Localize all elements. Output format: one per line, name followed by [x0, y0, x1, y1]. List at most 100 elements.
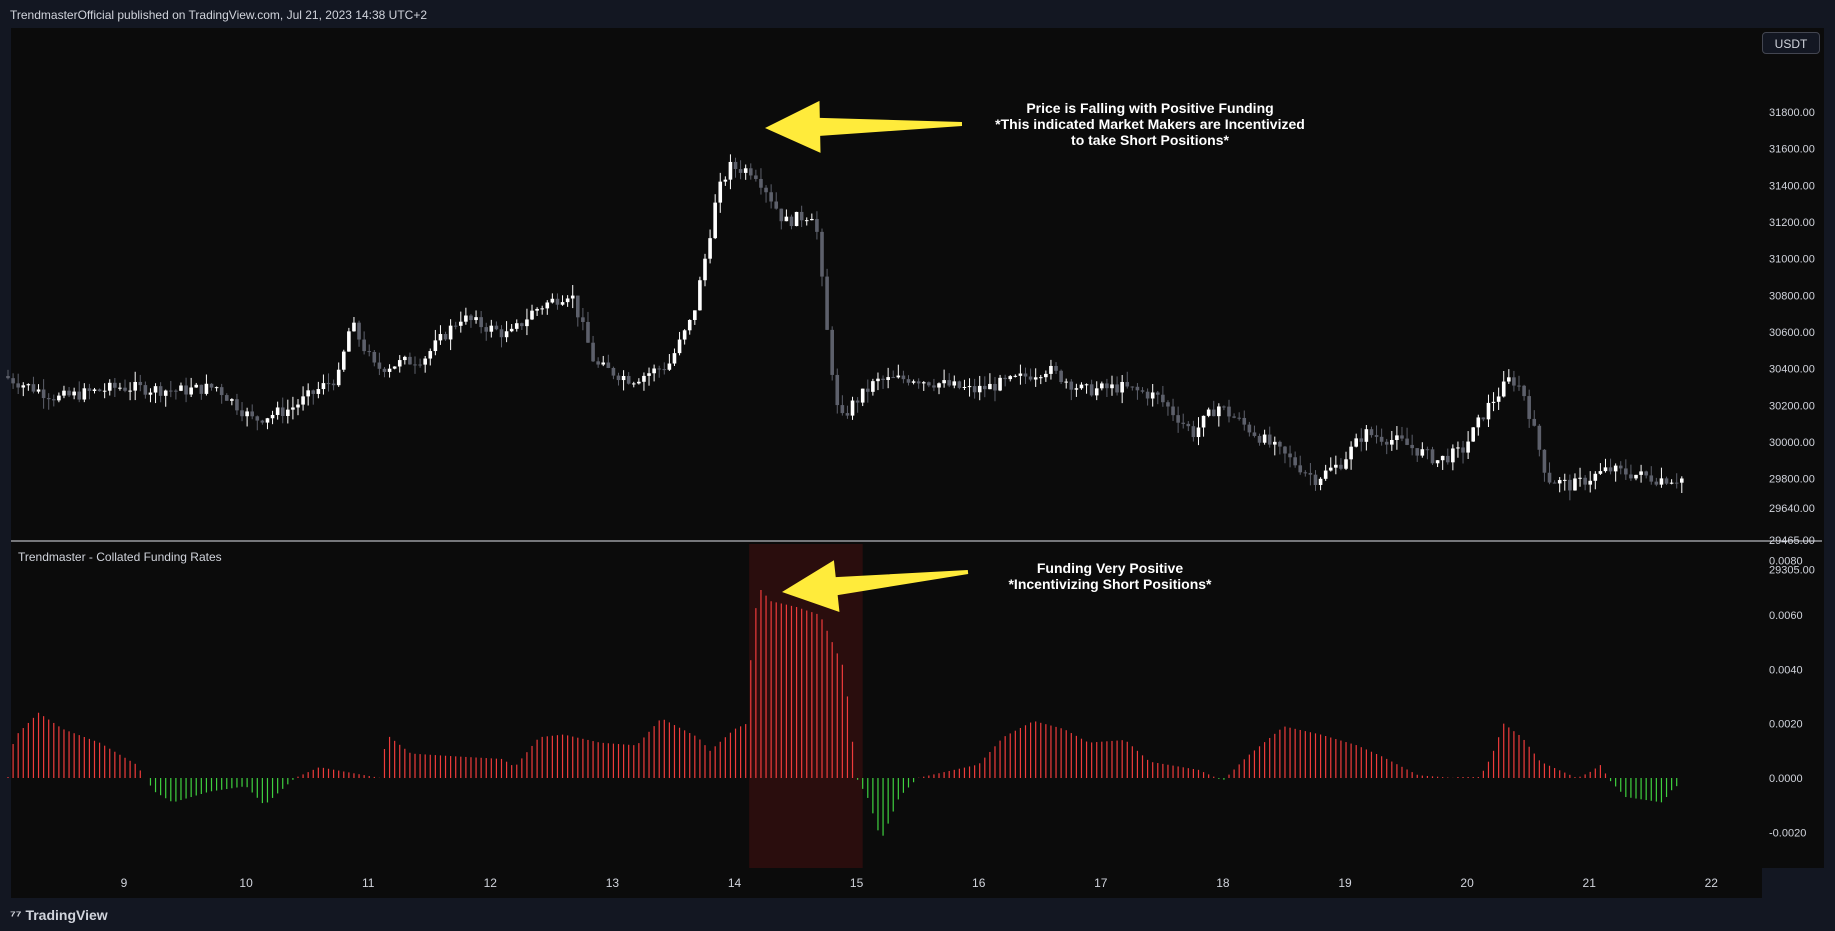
candle-body [1237, 417, 1241, 419]
candle-body [1552, 482, 1557, 484]
candle-body [1624, 468, 1628, 475]
candle-body [1603, 467, 1608, 472]
chart-area[interactable] [11, 28, 1762, 868]
candle-body [1135, 386, 1140, 391]
candle-body [143, 385, 148, 395]
candle-body [1639, 471, 1643, 475]
candle-body [743, 168, 748, 173]
candle-body [331, 383, 336, 386]
candle-body [194, 384, 199, 388]
candle-body [545, 302, 550, 309]
candle-body [952, 381, 957, 386]
time-tick-label: 18 [1216, 876, 1230, 890]
time-tick-label: 21 [1583, 876, 1597, 890]
funding-tick-label: 0.0020 [1769, 719, 1803, 731]
candle-body [240, 410, 244, 417]
candle-body [794, 211, 799, 227]
candle-body [586, 321, 590, 343]
time-axis[interactable] [11, 868, 1762, 898]
candle-body [1161, 394, 1165, 403]
funding-arrow-icon [782, 560, 969, 612]
candle-body [1501, 381, 1506, 397]
currency-button[interactable]: USDT [1762, 32, 1820, 54]
candle-body [1379, 436, 1384, 442]
candle-body [631, 383, 636, 385]
candle-body [362, 339, 366, 352]
candle-body [347, 331, 351, 352]
candle-body [230, 399, 234, 401]
candle-body [1278, 441, 1282, 447]
candle-body [214, 387, 219, 389]
candle-body [1471, 427, 1476, 442]
candle-body [453, 325, 458, 327]
candle-body [1349, 446, 1353, 460]
candle-body [438, 334, 443, 341]
candle-body [1649, 475, 1654, 482]
candle-body [993, 383, 997, 391]
candle-body [1191, 426, 1196, 438]
tradingview-logo[interactable]: ⁷⁷ TradingView [10, 907, 108, 923]
candle-body [484, 327, 489, 332]
candle-body [148, 392, 153, 395]
candle-body [530, 310, 534, 320]
candle-body [927, 382, 931, 386]
candle-body [1674, 482, 1679, 484]
candle-body [601, 362, 606, 365]
candle-body [1507, 377, 1511, 382]
candle-body [1069, 381, 1074, 390]
candle-body [184, 385, 188, 395]
candle-body [158, 386, 163, 396]
candle-body [916, 381, 921, 384]
candle-body [1644, 471, 1648, 476]
candle-body [865, 388, 870, 392]
candle-body [799, 211, 804, 221]
candle-body [255, 416, 260, 421]
candle-body [1176, 415, 1180, 423]
candle-body [1227, 406, 1231, 417]
candle-body [387, 368, 392, 372]
candle-body [784, 216, 789, 222]
candle-body [479, 317, 483, 328]
candle-body [1527, 396, 1531, 419]
candle-body [708, 238, 712, 259]
candle-body [642, 375, 646, 382]
candle-body [1578, 477, 1582, 479]
candle-body [1568, 479, 1572, 491]
candle-body [1084, 384, 1089, 386]
candle-body [937, 383, 941, 388]
candle-body [1608, 467, 1613, 472]
candle-body [499, 329, 504, 338]
candle-body [357, 322, 361, 340]
candle-body [474, 317, 478, 321]
candle-body [1003, 377, 1007, 380]
candle-body [82, 388, 87, 400]
candle-body [677, 339, 682, 354]
published-bar: TrendmasterOfficial published on Trading… [0, 0, 1835, 28]
candle-body [260, 420, 265, 423]
candle-body [850, 400, 855, 416]
price-axis[interactable] [1762, 28, 1824, 868]
candle-body [820, 231, 824, 277]
candle-body [825, 276, 829, 330]
candle-body [876, 378, 880, 382]
candle-body [1634, 474, 1638, 479]
candle-body [972, 386, 977, 393]
candle-body [291, 407, 295, 410]
candle-body [693, 310, 697, 320]
candle-body [1105, 383, 1109, 389]
candle-body [377, 362, 382, 369]
tradingview-logo-icon: ⁷⁷ [10, 907, 22, 923]
candle-body [265, 418, 270, 423]
candle-body [1038, 377, 1043, 379]
price-tick-label: 29305.00 [1769, 564, 1815, 576]
candle-body [687, 319, 692, 331]
candle-body [123, 387, 127, 391]
candle-body [224, 395, 229, 401]
candle-body [514, 323, 519, 329]
candle-body [1369, 429, 1374, 436]
time-tick-label: 9 [121, 876, 128, 890]
candle-body [46, 398, 51, 400]
candle-body [540, 308, 544, 310]
candle-body [1293, 457, 1297, 466]
